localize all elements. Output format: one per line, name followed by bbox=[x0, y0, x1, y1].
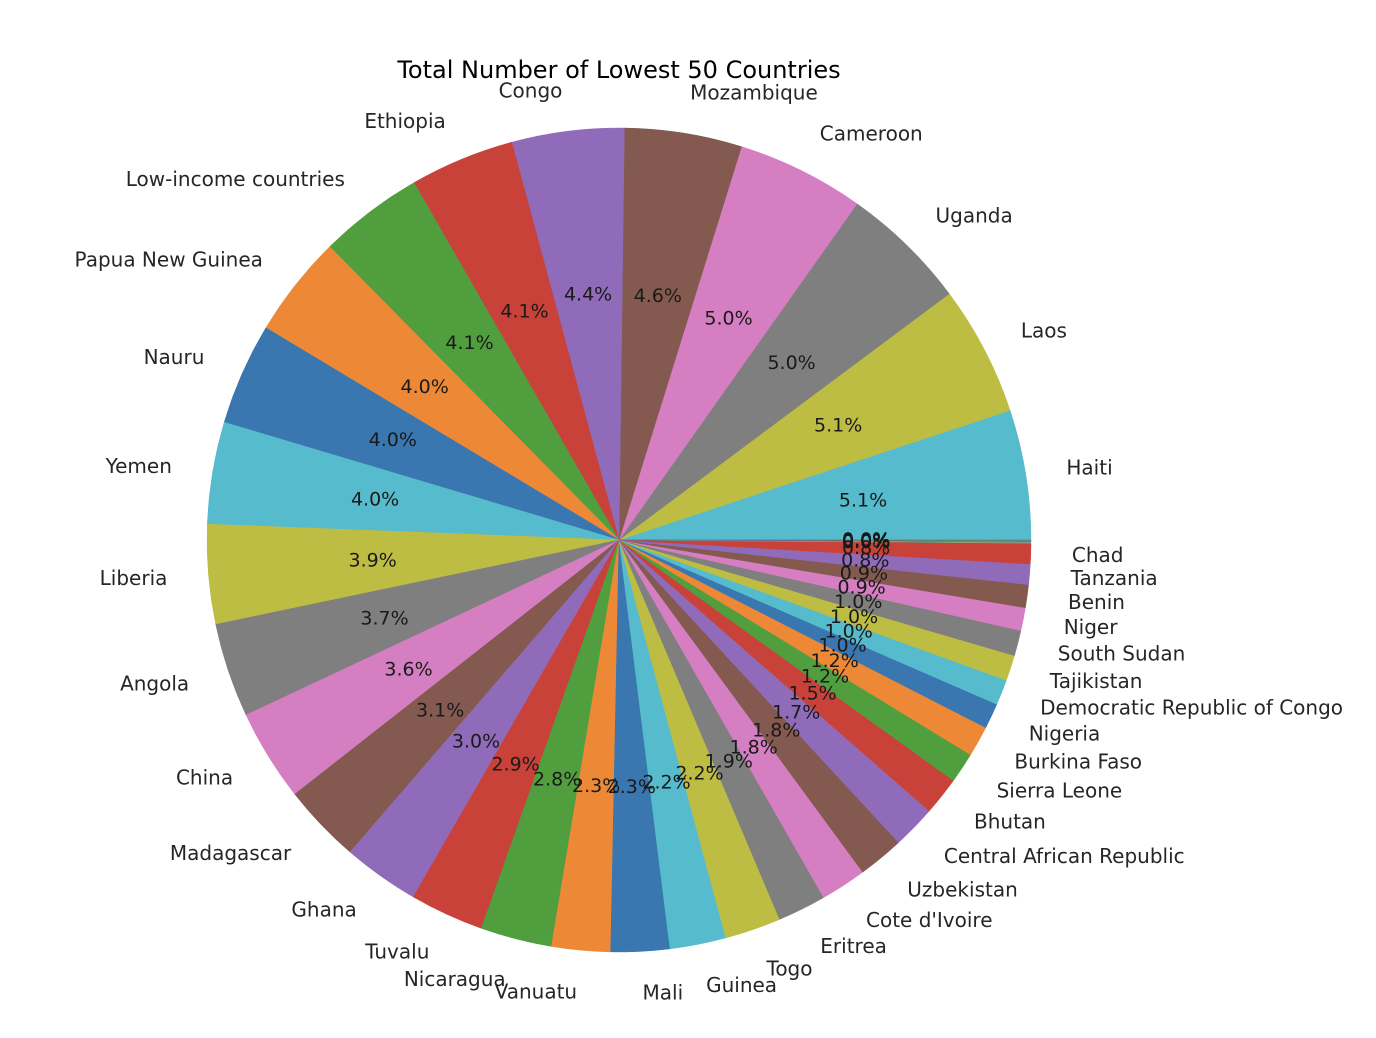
slice-label-mozambique: Mozambique bbox=[690, 80, 818, 104]
pct-label-uganda: 5.0% bbox=[767, 352, 815, 374]
slice-label-democratic-republic-of-congo: Democratic Republic of Congo bbox=[1040, 696, 1343, 720]
slice-label-bhutan: Bhutan bbox=[974, 810, 1046, 834]
slice-label-low-income-countries: Low-income countries bbox=[126, 167, 345, 191]
pct-label-yemen: 4.0% bbox=[351, 489, 399, 511]
pct-label-madagascar: 3.1% bbox=[416, 700, 464, 722]
slice-label-vanuatu: Vanuatu bbox=[495, 979, 578, 1003]
slice-label-ghana: Ghana bbox=[291, 898, 356, 922]
pct-label-cameroon: 5.0% bbox=[704, 307, 752, 329]
slice-label-madagascar: Madagascar bbox=[170, 841, 292, 865]
pct-label-ghana: 3.0% bbox=[452, 731, 500, 753]
slice-label-liberia: Liberia bbox=[100, 566, 168, 590]
slice-label-eritrea: Eritrea bbox=[820, 934, 887, 958]
pct-label-mozambique: 4.6% bbox=[634, 285, 682, 307]
slice-label-china: China bbox=[176, 766, 233, 790]
pct-label-laos: 5.1% bbox=[814, 415, 862, 437]
slice-label-angola: Angola bbox=[120, 672, 189, 696]
pct-label-china: 3.6% bbox=[384, 659, 432, 681]
pct-label-low-income-countries: 4.1% bbox=[445, 332, 493, 354]
pct-label-nauru: 4.0% bbox=[369, 429, 417, 451]
slice-label-haiti: Haiti bbox=[1066, 456, 1112, 480]
slice-label-uzbekistan: Uzbekistan bbox=[907, 878, 1017, 902]
slice-label-ethiopia: Ethiopia bbox=[364, 109, 445, 133]
slice-label-laos: Laos bbox=[1021, 319, 1067, 343]
slice-label-central-african-republic: Central African Republic bbox=[944, 844, 1185, 868]
slice-label-yemen: Yemen bbox=[105, 454, 172, 478]
pie-slices bbox=[207, 128, 1031, 952]
pct-label-liberia: 3.9% bbox=[349, 550, 397, 572]
pct-label-papua-new-guinea: 4.0% bbox=[401, 376, 449, 398]
slice-label-togo: Togo bbox=[766, 957, 813, 981]
slice-label-chad: Chad bbox=[1072, 543, 1124, 567]
slice-label-tajikistan: Tajikistan bbox=[1049, 669, 1143, 693]
slice-label-burkina-faso: Burkina Faso bbox=[1014, 750, 1142, 774]
pct-label-angola: 3.7% bbox=[360, 607, 408, 629]
slice-label-benin: Benin bbox=[1068, 590, 1125, 614]
chart-title: Total Number of Lowest 50 Countries bbox=[0, 56, 1238, 84]
slice-label-nigeria: Nigeria bbox=[1029, 722, 1101, 746]
slice-label-south-sudan: South Sudan bbox=[1058, 642, 1185, 666]
slice-label-cote-d-ivoire: Cote d'Ivoire bbox=[866, 908, 993, 932]
slice-label-nauru: Nauru bbox=[144, 345, 205, 369]
slice-label-cameroon: Cameroon bbox=[820, 122, 923, 146]
slice-label-mali: Mali bbox=[643, 981, 684, 1005]
slice-label-niger: Niger bbox=[1064, 615, 1119, 639]
pct-label-congo: 4.4% bbox=[564, 284, 612, 306]
pct-label-ethiopia: 4.1% bbox=[500, 301, 548, 323]
pct-label-haiti: 5.1% bbox=[839, 490, 887, 512]
slice-label-sierra-leone: Sierra Leone bbox=[997, 779, 1123, 803]
slice-label-nicaragua: Nicaragua bbox=[404, 967, 506, 991]
slice-label-tanzania: Tanzania bbox=[1070, 566, 1158, 590]
slice-label-papua-new-guinea: Papua New Guinea bbox=[75, 248, 263, 272]
slice-label-tuvalu: Tuvalu bbox=[364, 940, 429, 964]
slice-label-uganda: Uganda bbox=[936, 204, 1013, 228]
pct-label-unlabeled-49: 0.0% bbox=[842, 529, 890, 551]
